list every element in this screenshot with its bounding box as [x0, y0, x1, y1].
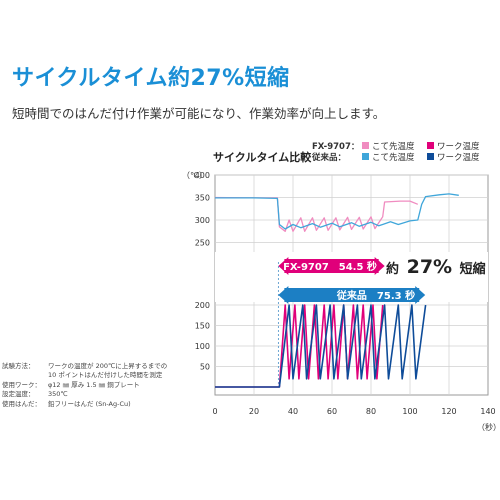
note-line: ワークの温度が 200℃に上昇するまでの	[48, 362, 168, 370]
reduction-suffix: 短縮	[460, 261, 486, 277]
chart-legend: FX-9707： こて先温度 ワーク温度 従来品： こて先温度 ワーク温度	[312, 140, 488, 163]
note-value: 鉛フリーはんだ (Sn-Ag-Cu)	[48, 399, 131, 408]
series-line	[214, 196, 419, 232]
test-conditions: 試験方法： ワークの温度が 200℃に上昇するまでの 10 ポイントはんだ付けした…	[2, 362, 167, 409]
legend-swatch	[362, 153, 369, 160]
old-cycle-label: 従来品 75.3 秒	[336, 289, 415, 302]
chart-title: サイクルタイム比較	[213, 151, 312, 164]
x-tick-label: 20	[249, 407, 259, 416]
series-line	[215, 193, 459, 230]
grid-lines	[215, 174, 488, 395]
y-tick-label: 200	[195, 301, 210, 310]
legend-entry-label: ワーク温度	[437, 141, 480, 152]
old-cycle-arrowhead-right	[415, 286, 426, 304]
note-key: 試験方法：	[2, 362, 35, 370]
note-row: 使用はんだ： 鉛フリーはんだ (Sn-Ag-Cu)	[2, 400, 167, 409]
legend-entry: こて先温度	[358, 140, 423, 152]
note-value: φ12 ㎜ 厚み 1.5 ㎜ 銅プレート	[48, 380, 140, 389]
legend-swatch	[427, 142, 434, 149]
x-tick-label: 140	[480, 407, 495, 416]
reduction-prefix: 約	[386, 261, 399, 277]
x-tick-label: 60	[327, 407, 337, 416]
y-tick-label: 250	[195, 239, 210, 248]
series-lines	[214, 193, 459, 388]
y-tick-label: 50	[200, 363, 210, 372]
plot-area	[214, 174, 489, 396]
new-cycle-arrow: FX-9707 54.5 秒	[278, 257, 385, 275]
y-tick-label: 300	[195, 216, 210, 225]
legend-entry-label: ワーク温度	[437, 152, 480, 163]
y-tick-label: 350	[195, 194, 210, 203]
y-tick-label: 150	[195, 322, 210, 331]
new-cycle-arrowhead-right	[374, 257, 385, 275]
note-row: 設定温度： 350℃	[2, 390, 167, 399]
new-cycle-label: FX-9707 54.5 秒	[283, 260, 377, 273]
note-key: 設定温度：	[2, 390, 35, 399]
note-key: 使用ワーク：	[2, 380, 41, 389]
x-tick-label: 40	[288, 407, 298, 416]
note-line: 10 ポイントはんだ付けした時間を測定	[48, 371, 163, 380]
legend-row-new: FX-9707： こて先温度 ワーク温度	[312, 140, 488, 152]
x-tick-label: 0	[212, 407, 217, 416]
axis-break-band	[215, 252, 488, 302]
reduction-value: 27%	[407, 256, 452, 278]
old-cycle-arrow: 従来品 75.3 秒	[278, 286, 426, 304]
legend-row-old: 従来品： こて先温度 ワーク温度	[312, 151, 488, 163]
note-key: 使用はんだ：	[2, 399, 41, 408]
legend-model-label: 従来品：	[312, 152, 347, 163]
page-subline: 短時間でのはんだ付け作業が可能になり、作業効率が向上します。	[12, 106, 386, 121]
note-value: ワークの温度が 200℃に上昇するまでの 10 ポイントはんだ付けした時間を測定	[48, 362, 167, 381]
legend-entry: ワーク温度	[423, 140, 488, 152]
legend-swatch	[362, 142, 369, 149]
legend-swatch	[427, 153, 434, 160]
page-headline: サイクルタイム約27%短縮	[12, 66, 290, 91]
legend-entry: ワーク温度	[423, 151, 488, 163]
axis-ticks: 400 350 300 250 200 150 100 50 0 20 40 60 80 100 120 14…	[195, 171, 496, 416]
legend-entry-label: こて先温度	[372, 152, 415, 163]
series-line	[215, 304, 384, 388]
old-cycle-arrowhead-left	[278, 286, 289, 304]
legend-model-label: FX-9707：	[312, 141, 360, 152]
x-tick-label: 100	[402, 407, 417, 416]
legend-entry: こて先温度	[358, 151, 423, 163]
new-cycle-arrowhead-left	[278, 257, 289, 275]
y-axis-unit: （℃）	[182, 171, 207, 180]
x-tick-label: 120	[441, 407, 456, 416]
x-axis-unit: （秒）	[477, 422, 500, 432]
reduction-callout: 約 27% 短縮	[386, 256, 486, 278]
y-tick-label: 400	[195, 171, 210, 180]
note-row: 使用ワーク： φ12 ㎜ 厚み 1.5 ㎜ 銅プレート	[2, 381, 167, 390]
x-tick-label: 80	[366, 407, 376, 416]
series-line	[215, 304, 427, 388]
note-row: 試験方法： ワークの温度が 200℃に上昇するまでの 10 ポイントはんだ付けした…	[2, 362, 167, 381]
y-tick-label: 100	[195, 342, 210, 351]
note-value: 350℃	[48, 390, 68, 399]
legend-entry-label: こて先温度	[372, 141, 415, 152]
